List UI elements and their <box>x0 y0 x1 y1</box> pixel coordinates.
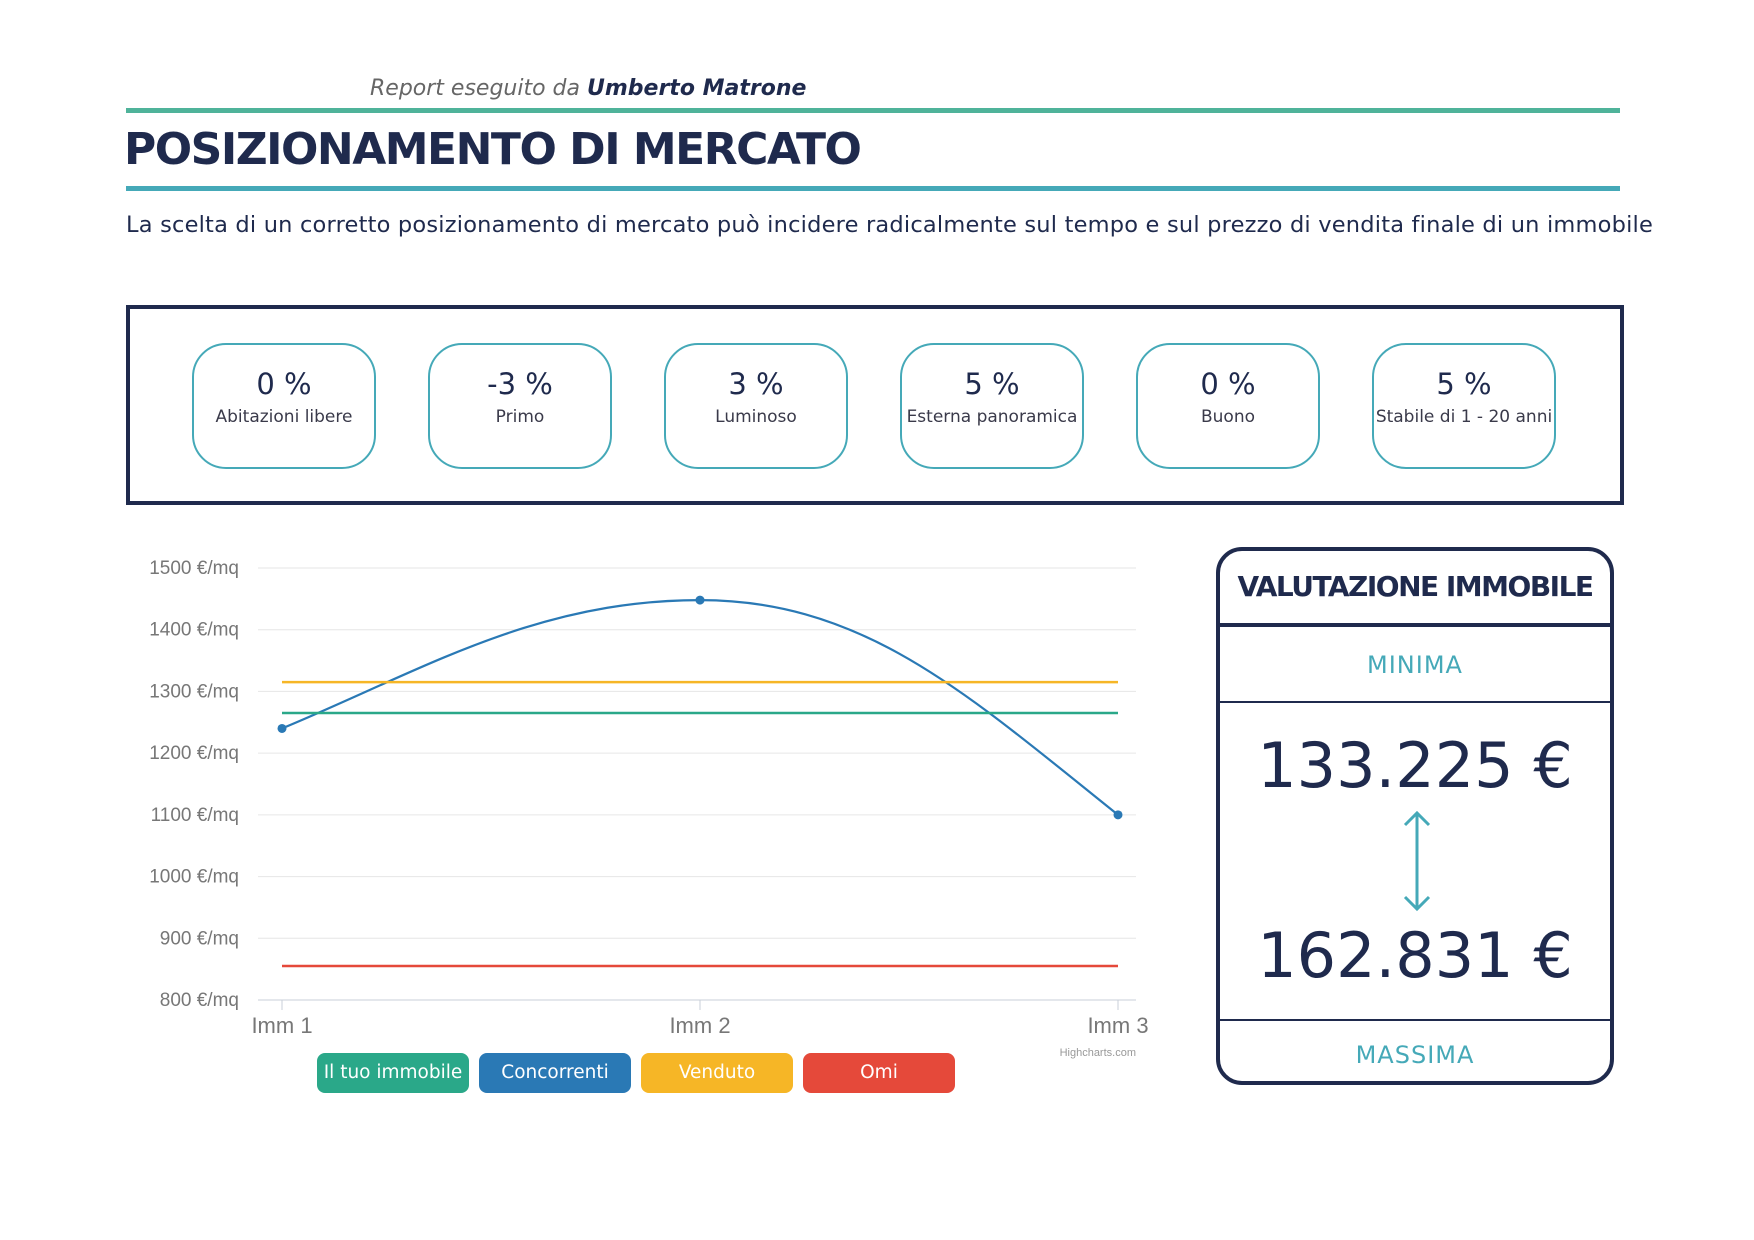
title-rule <box>126 186 1620 191</box>
factor-card: 5 % Esterna panoramica <box>900 343 1084 469</box>
report-author-line: Report eseguito da Umberto Matrone <box>370 76 806 101</box>
factor-label: Luminoso <box>715 407 797 427</box>
factor-value: 3 % <box>728 367 784 401</box>
data-point <box>277 723 287 733</box>
page-subtitle: La scelta di un corretto posizionamento … <box>126 212 1654 238</box>
top-rule <box>126 108 1620 113</box>
factor-value: -3 % <box>487 367 553 401</box>
report-author: Umberto Matrone <box>587 76 807 101</box>
y-tick-label: 1100 €/mq <box>151 805 239 826</box>
valuation-max-value: 162.831 € <box>1257 919 1573 992</box>
factor-card: -3 % Primo <box>428 343 612 469</box>
factor-value: 0 % <box>256 367 312 401</box>
x-tick-label: Imm 2 <box>669 1013 730 1038</box>
legend-venduto[interactable]: Venduto <box>641 1053 793 1093</box>
chart-credit: Highcharts.com <box>1060 1047 1136 1059</box>
y-tick-label: 1000 €/mq <box>149 867 239 888</box>
factor-value: 5 % <box>1436 367 1492 401</box>
legend-il-tuo-immobile[interactable]: Il tuo immobile <box>317 1053 469 1093</box>
valuation-divider <box>1220 701 1610 703</box>
factor-card: 0 % Abitazioni libere <box>192 343 376 469</box>
y-tick-label: 1500 €/mq <box>149 558 239 579</box>
valuation-divider <box>1220 1019 1610 1021</box>
factor-label: Primo <box>495 407 545 427</box>
range-arrow-icon <box>1403 810 1431 912</box>
y-tick-label: 1400 €/mq <box>149 620 239 641</box>
valuation-max-label: MASSIMA <box>1355 1041 1475 1069</box>
x-tick-label: Imm 1 <box>251 1013 312 1038</box>
legend-concorrenti[interactable]: Concorrenti <box>479 1053 631 1093</box>
factor-value: 0 % <box>1200 367 1256 401</box>
report-prefix: Report eseguito da <box>370 76 580 101</box>
factor-card: 0 % Buono <box>1136 343 1320 469</box>
price-per-sqm-chart: 800 €/mq 900 €/mq 1000 €/mq 1100 €/mq 1200 €… <box>149 558 1148 1059</box>
valuation-title: VALUTAZIONE IMMOBILE <box>1237 570 1594 603</box>
factor-label: Abitazioni libere <box>215 407 353 427</box>
factor-label: Buono <box>1200 407 1255 427</box>
legend-omi[interactable]: Omi <box>803 1053 955 1093</box>
data-point <box>1113 810 1123 820</box>
page-title: POSIZIONAMENTO DI MERCATO <box>124 124 862 175</box>
factor-label: Stabile di 1 - 20 anni <box>1375 407 1553 427</box>
x-tick-label: Imm 3 <box>1087 1013 1148 1038</box>
series-line-concorrenti <box>281 598 1119 816</box>
valuation-min-value: 133.225 € <box>1257 729 1573 802</box>
valuation-min-label: MINIMA <box>1367 651 1463 679</box>
y-tick-label: 900 €/mq <box>160 928 239 949</box>
y-tick-label: 800 €/mq <box>160 990 239 1011</box>
data-point <box>695 595 705 605</box>
y-tick-label: 1300 €/mq <box>149 681 239 702</box>
valuation-divider <box>1220 623 1610 627</box>
factor-label: Esterna panoramica <box>906 407 1078 427</box>
factor-card: 5 % Stabile di 1 - 20 anni <box>1372 343 1556 469</box>
factor-card: 3 % Luminoso <box>664 343 848 469</box>
y-tick-label: 1200 €/mq <box>149 743 239 764</box>
factors-panel: 0 % Abitazioni libere -3 % Primo 3 % Lum… <box>126 305 1624 505</box>
valuation-panel: VALUTAZIONE IMMOBILE MINIMA 133.225 € 16… <box>1216 547 1614 1085</box>
factor-value: 5 % <box>964 367 1020 401</box>
